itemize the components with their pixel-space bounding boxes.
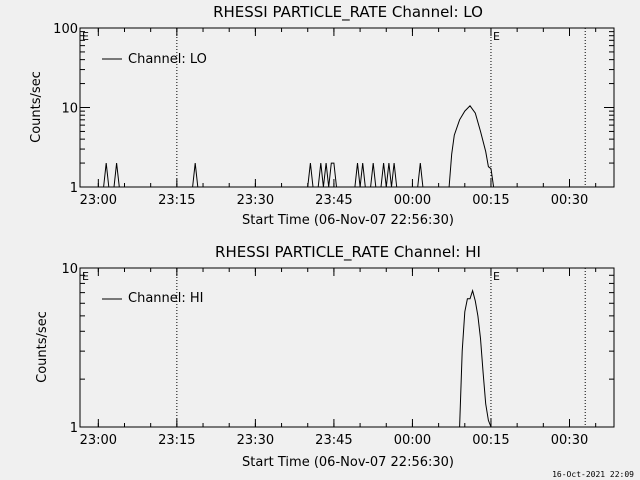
x-axis-label: Start Time (06-Nov-07 22:56:30) — [242, 213, 454, 228]
x-tick-label: 00:00 — [394, 433, 431, 448]
panel-hi: RHESSI PARTICLE_RATE Channel: HI Counts/… — [35, 243, 615, 470]
panel-lo: RHESSI PARTICLE_RATE Channel: LO Counts/… — [29, 3, 615, 228]
y-tick-label: 1 — [70, 181, 78, 196]
x-tick-label: 00:00 — [394, 193, 431, 208]
y-tick-label: 10 — [61, 102, 78, 117]
x-tick-label: 23:15 — [158, 193, 195, 208]
event-marker-label: E — [493, 270, 500, 283]
x-tick-label: 23:00 — [80, 193, 117, 208]
y-tick-label: 10 — [61, 262, 78, 277]
x-axis-label: Start Time (06-Nov-07 22:56:30) — [242, 455, 454, 470]
series-line — [103, 105, 495, 188]
event-marker-label: E — [82, 30, 89, 43]
x-tick-label: 23:00 — [80, 433, 117, 448]
legend-label: Channel: HI — [128, 291, 204, 306]
y-axis-label: Counts/sec — [35, 311, 50, 383]
chart-title: RHESSI PARTICLE_RATE Channel: HI — [215, 243, 481, 262]
y-axis-label: Counts/sec — [29, 71, 44, 143]
event-marker-label: E — [493, 30, 500, 43]
event-marker-label: E — [82, 270, 89, 283]
x-tick-label: 00:30 — [551, 193, 588, 208]
series-line — [459, 288, 492, 428]
x-tick-label: 23:45 — [315, 433, 352, 448]
footer-timestamp: 16-Oct-2021 22:09 — [552, 470, 634, 479]
plot-frame — [79, 267, 615, 428]
x-tick-label: 00:15 — [472, 433, 509, 448]
x-tick-label: 00:15 — [472, 193, 509, 208]
x-tick-label: 23:30 — [237, 193, 274, 208]
x-tick-label: 23:15 — [158, 433, 195, 448]
y-tick-label: 100 — [53, 22, 78, 37]
legend-label: Channel: LO — [128, 52, 207, 67]
chart-title: RHESSI PARTICLE_RATE Channel: LO — [213, 3, 483, 22]
y-tick-label: 1 — [70, 421, 78, 436]
x-tick-label: 23:45 — [315, 193, 352, 208]
x-tick-label: 00:30 — [551, 433, 588, 448]
x-tick-label: 23:30 — [237, 433, 274, 448]
